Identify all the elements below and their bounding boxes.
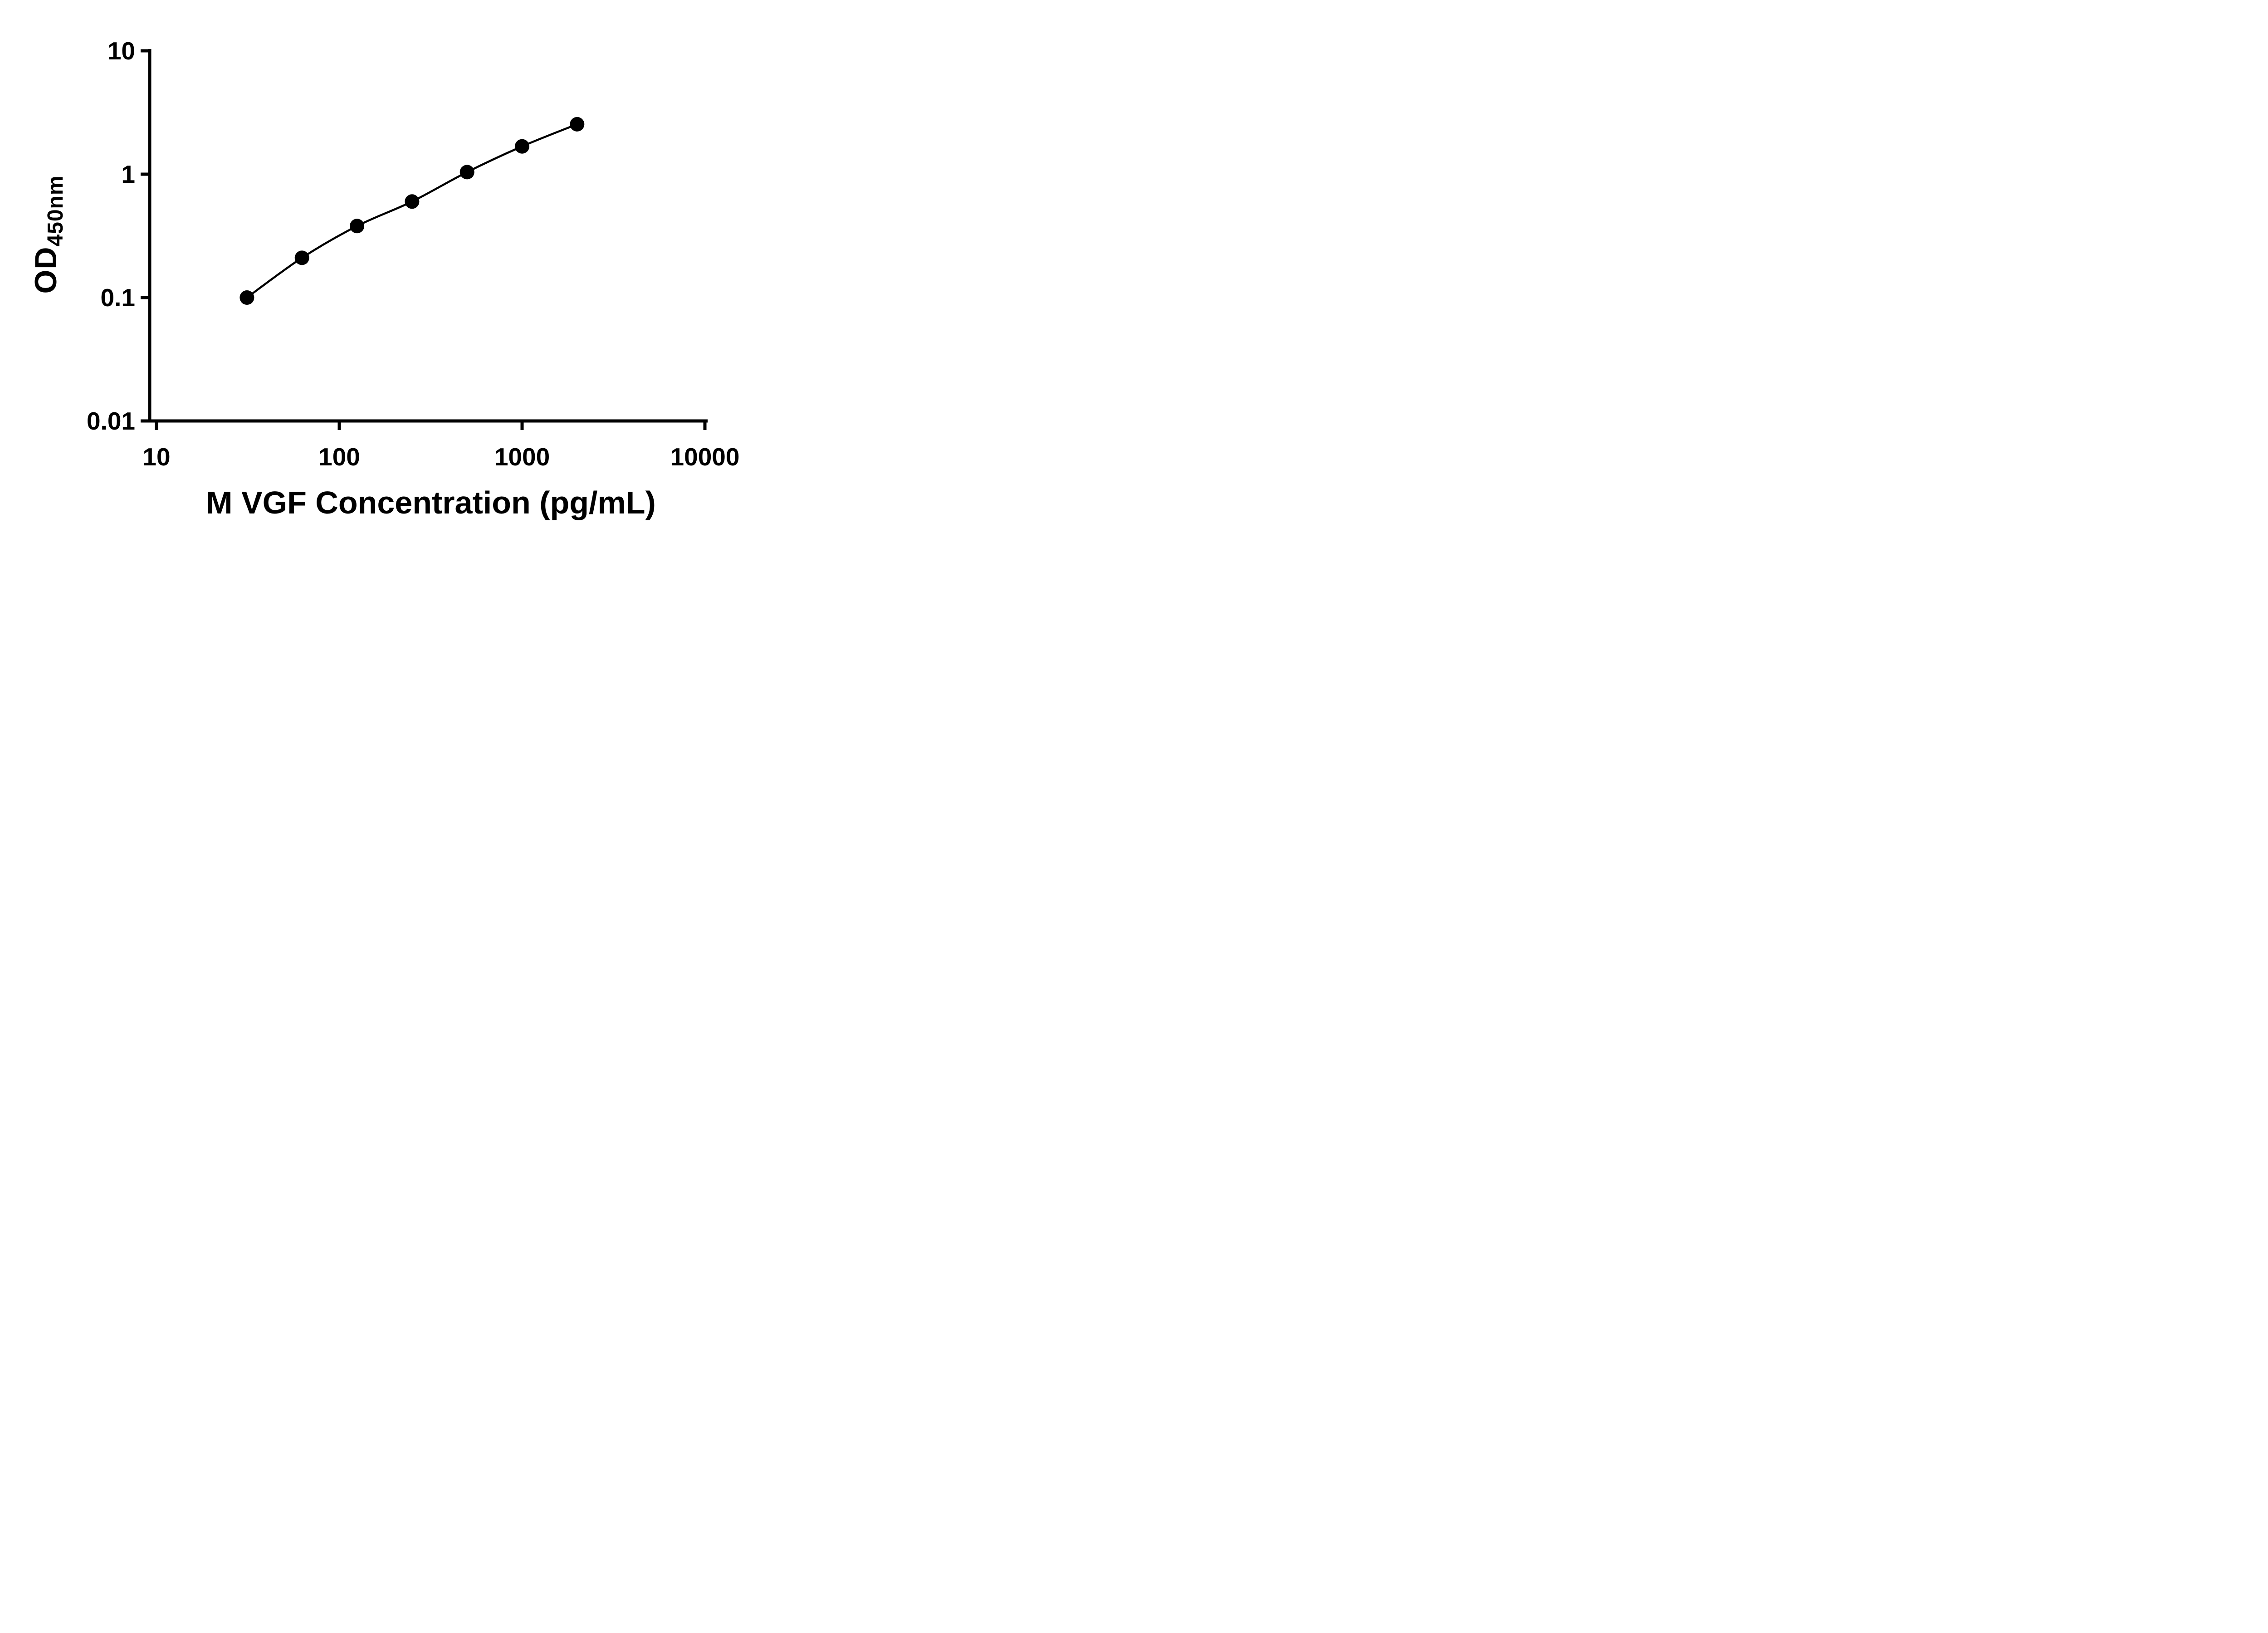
y-axis-title-subscript: 450nm: [44, 175, 68, 247]
data-point: [350, 219, 365, 234]
y-tick-label: 1: [121, 160, 135, 188]
data-point: [240, 290, 254, 305]
data-point: [459, 165, 474, 180]
data-point: [515, 139, 529, 154]
plot-area: 10 100 1000 10000 10 1 0.1 0.01: [87, 37, 740, 471]
x-tick-label: 1000: [494, 443, 550, 471]
y-axis-title: OD450nm: [28, 175, 68, 293]
x-tick-label: 100: [318, 443, 360, 471]
data-point: [294, 250, 309, 265]
x-tick-label: 10000: [670, 443, 740, 471]
x-axis-title: M VGF Concentration (pg/mL): [206, 485, 656, 520]
y-tick-label: 0.1: [101, 284, 135, 312]
y-tick-label: 0.01: [87, 407, 135, 435]
data-point: [570, 117, 585, 132]
y-tick-label: 10: [108, 37, 135, 65]
y-axis-title-main: OD: [29, 246, 63, 294]
x-tick-label: 10: [142, 443, 170, 471]
standard-curve-chart: 10 100 1000 10000 10 1 0.1 0.01 OD450nm M VGF C…: [0, 0, 777, 544]
data-point: [405, 194, 420, 209]
